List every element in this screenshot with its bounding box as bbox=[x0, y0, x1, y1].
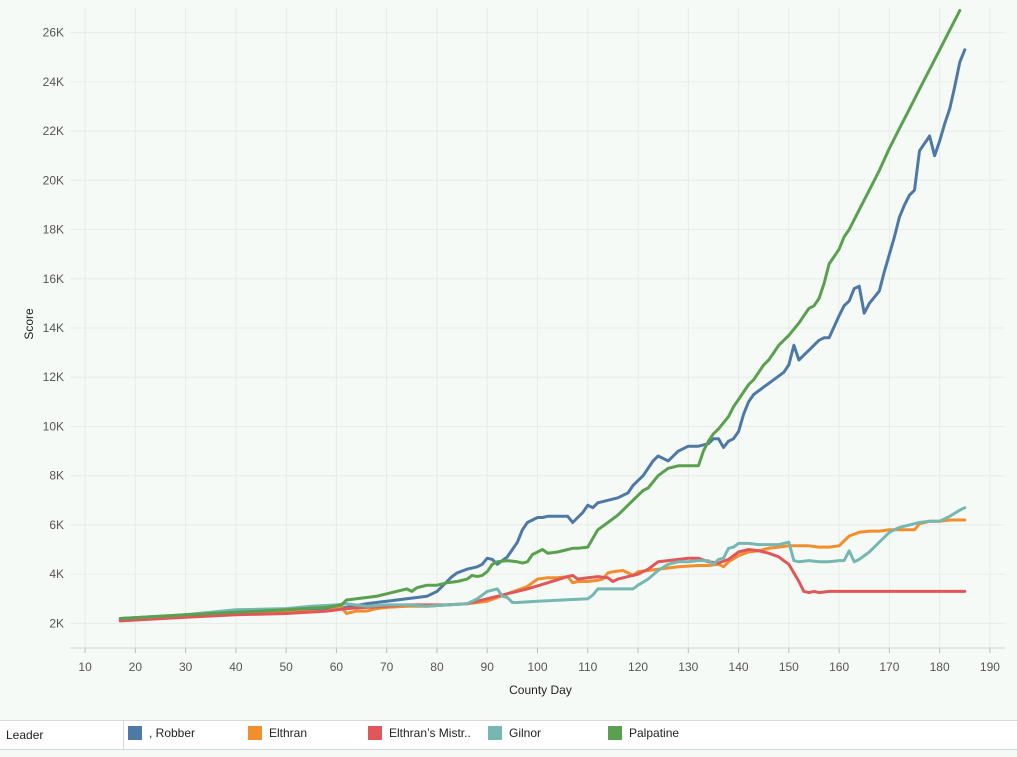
legend: Leader , Robber Elthran Elthran’s Mistr.. G… bbox=[0, 720, 1017, 750]
x-tick-label: 30 bbox=[179, 660, 193, 674]
x-tick-label: 100 bbox=[527, 660, 547, 674]
legend-label: Gilnor bbox=[509, 726, 542, 740]
x-axis-title: County Day bbox=[509, 683, 572, 697]
legend-label: Elthran’s Mistr.. bbox=[389, 726, 471, 740]
x-tick-label: 150 bbox=[779, 660, 799, 674]
x-tick-label: 190 bbox=[980, 660, 1000, 674]
series-line-gilnor[interactable] bbox=[118, 506, 967, 620]
grid-lines bbox=[70, 8, 1005, 653]
legend-swatch bbox=[608, 726, 622, 740]
y-tick-label: 14K bbox=[43, 321, 64, 335]
legend-item[interactable]: Elthran bbox=[248, 726, 307, 740]
chart-area: 2K 4K 6K 8K 10K 12K 14K 16K 18K 20K 22K 24K 26K 10 20 3… bbox=[22, 8, 1005, 697]
y-tick-label: 2K bbox=[49, 616, 64, 630]
legend-label: Elthran bbox=[269, 726, 308, 740]
y-tick-label: 22K bbox=[43, 124, 64, 138]
series-line-palpatine[interactable] bbox=[118, 9, 962, 620]
y-tick-label: 16K bbox=[43, 272, 64, 286]
x-tick-label: 160 bbox=[829, 660, 849, 674]
legend-swatch bbox=[368, 726, 382, 740]
x-tick-label: 50 bbox=[279, 660, 293, 674]
series-line-robber[interactable] bbox=[118, 48, 967, 622]
x-tick-label: 20 bbox=[129, 660, 143, 674]
x-tick-label: 70 bbox=[380, 660, 394, 674]
series-lines bbox=[118, 9, 967, 623]
x-tick-label: 180 bbox=[930, 660, 950, 674]
x-tick-label: 170 bbox=[879, 660, 899, 674]
x-tick-label: 60 bbox=[330, 660, 344, 674]
legend-item[interactable]: Gilnor bbox=[488, 726, 541, 740]
x-tick-label: 140 bbox=[729, 660, 749, 674]
legend-item[interactable]: Elthran’s Mistr.. bbox=[368, 726, 471, 740]
y-tick-label: 10K bbox=[43, 419, 64, 433]
series-line-elthran[interactable] bbox=[118, 518, 967, 622]
y-tick-label: 6K bbox=[49, 518, 64, 532]
line-chart: 2K 4K 6K 8K 10K 12K 14K 16K 18K 20K 22K 24K 26K 10 20 3… bbox=[22, 8, 1005, 697]
legend-item[interactable]: , Robber bbox=[128, 726, 195, 740]
y-tick-label: 8K bbox=[49, 469, 64, 483]
x-tick-label: 120 bbox=[628, 660, 648, 674]
x-tick-label: 10 bbox=[78, 660, 92, 674]
y-tick-label: 12K bbox=[43, 370, 64, 384]
y-tick-label: 18K bbox=[43, 223, 64, 237]
y-axis-title: Score bbox=[22, 308, 36, 340]
legend-label: , Robber bbox=[149, 726, 196, 740]
legend-swatch bbox=[128, 726, 142, 740]
axis-tick-labels: 2K 4K 6K 8K 10K 12K 14K 16K 18K 20K 22K 24K 26K 10 20 3… bbox=[43, 26, 1001, 674]
x-tick-label: 80 bbox=[430, 660, 444, 674]
y-tick-label: 26K bbox=[43, 26, 64, 40]
legend-item[interactable]: Palpatine bbox=[608, 726, 679, 740]
y-tick-label: 4K bbox=[49, 567, 64, 581]
legend-swatch bbox=[488, 726, 502, 740]
legend-swatch bbox=[248, 726, 262, 740]
legend-title: Leader bbox=[0, 721, 124, 749]
x-tick-label: 40 bbox=[229, 660, 243, 674]
x-tick-label: 130 bbox=[678, 660, 698, 674]
y-tick-label: 24K bbox=[43, 75, 64, 89]
x-tick-label: 110 bbox=[578, 660, 597, 674]
x-tick-label: 90 bbox=[481, 660, 495, 674]
y-tick-label: 20K bbox=[43, 173, 64, 187]
legend-label: Palpatine bbox=[629, 726, 680, 740]
